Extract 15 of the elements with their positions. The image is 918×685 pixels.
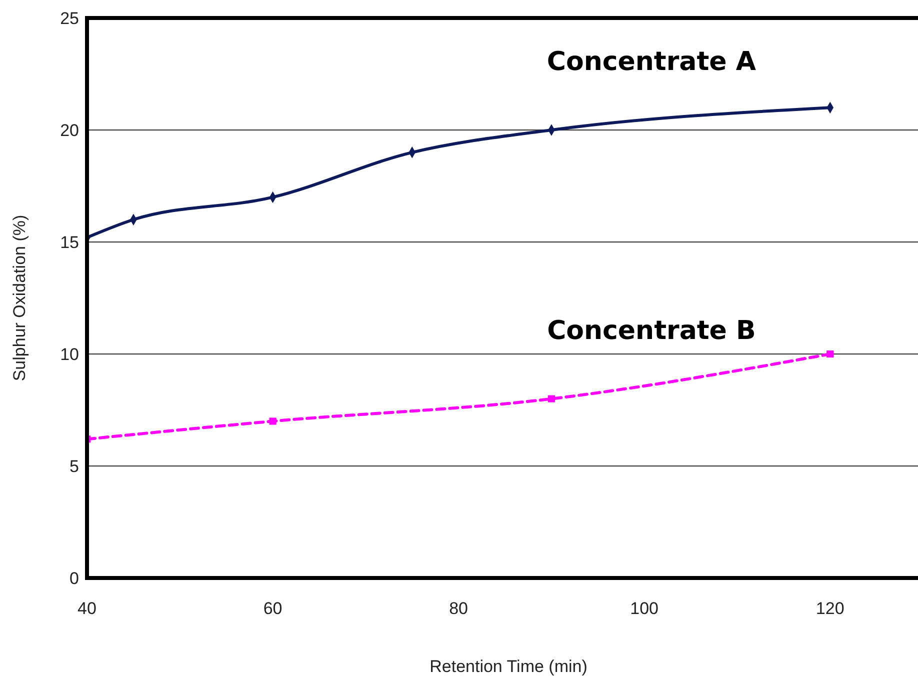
x-tick-label: 60 <box>263 599 282 618</box>
x-tick-label: 120 <box>816 599 844 618</box>
y-tick-label: 10 <box>60 344 79 364</box>
x-tick-label: 40 <box>78 599 96 618</box>
y-tick-label: 15 <box>60 232 79 252</box>
x-axis-title: Retention Time (min) <box>430 657 588 676</box>
series-label: Concentrate B <box>547 316 756 346</box>
y-tick-label: 20 <box>60 120 79 140</box>
x-tick-label: 100 <box>630 599 659 618</box>
y-tick-label: 25 <box>60 8 79 28</box>
x-tick-label: 80 <box>449 599 468 618</box>
y-tick-label: 0 <box>70 568 79 588</box>
y-axis-title: Sulphur Oxidation (%) <box>10 214 29 382</box>
y-tick-label: 5 <box>70 456 79 476</box>
series-label: Concentrate A <box>546 47 756 77</box>
